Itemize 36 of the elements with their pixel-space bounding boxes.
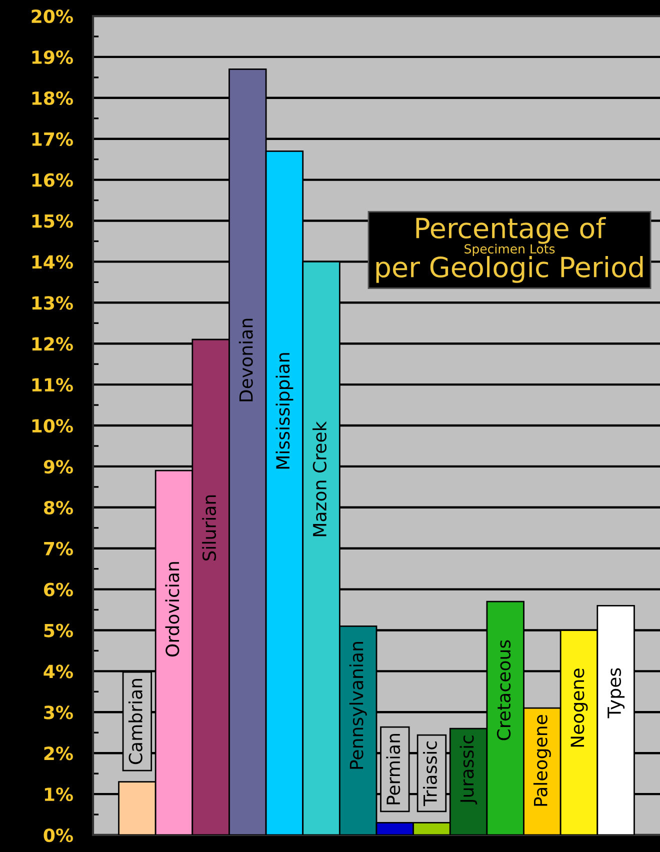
x-tick-label: Mississippian — [276, 353, 294, 469]
x-tick-label: Jurassic — [460, 736, 478, 804]
y-tick-label: 18% — [32, 91, 73, 106]
y-tick-label: 3% — [44, 706, 73, 720]
x-tick-label: Types — [608, 668, 625, 718]
x-tick-label: Ordovician — [165, 562, 180, 657]
y-tick-label: 19% — [32, 50, 73, 64]
x-tick-label: Silurian — [202, 495, 216, 561]
x-tick-label: Permian — [386, 734, 400, 804]
y-tick-label: 12% — [32, 337, 73, 351]
y-tick-label: 20% — [32, 9, 73, 24]
x-tick-label: Cretaceous — [496, 640, 511, 740]
x-tick-label: Cambrian — [128, 678, 142, 764]
x-tick-label: Mazon Creek — [312, 421, 327, 536]
y-tick-label: 17% — [32, 132, 73, 146]
y-tick-label: 4% — [44, 664, 73, 678]
y-tick-label: 8% — [44, 500, 73, 515]
y-tick-label: 11% — [32, 378, 73, 392]
y-tick-label: 13% — [32, 296, 73, 310]
y-tick-label: 2% — [44, 746, 73, 760]
y-tick-label: 6% — [44, 582, 73, 596]
x-tick-label: Pennsylvanian — [349, 642, 367, 769]
y-tick-label: 5% — [44, 624, 73, 638]
y-tick-label: 0% — [44, 828, 73, 842]
x-tick-label: Devonian — [238, 318, 253, 402]
text: Percentage of Specimen Lots per Geologic Period — [376, 217, 643, 283]
y-tick-label: 10% — [32, 418, 73, 433]
x-tick-label: Neogene — [570, 668, 588, 747]
y-tick-label: 1% — [44, 788, 73, 802]
x-tick-label: Triassic — [422, 742, 437, 806]
y-tick-label: 7% — [44, 542, 73, 556]
y-tick-label: 15% — [32, 214, 73, 228]
y-tick-label: 9% — [44, 460, 73, 474]
y-tick-label: 16% — [32, 173, 73, 187]
x-tick-label: Paleogene — [533, 715, 551, 806]
y-tick-label: 14% — [32, 255, 73, 269]
